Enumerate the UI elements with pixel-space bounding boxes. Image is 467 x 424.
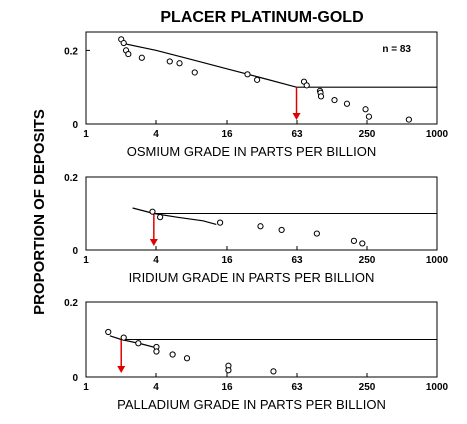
x-tick-label: 63 — [291, 255, 303, 266]
data-point — [343, 100, 351, 107]
x-tick-label: 250 — [359, 129, 376, 140]
data-point — [362, 106, 369, 113]
fit-curve — [132, 207, 217, 225]
data-point — [176, 60, 183, 67]
data-point — [120, 334, 127, 341]
data-point — [169, 351, 176, 358]
fit-curve — [109, 335, 157, 349]
y-tick-label: 0.2 — [64, 173, 78, 184]
data-point — [225, 367, 232, 374]
data-point — [125, 50, 132, 58]
x-tick-label: 1000 — [426, 129, 449, 140]
data-point — [138, 54, 145, 61]
x-tick-label: 1 — [83, 129, 89, 140]
data-point — [216, 219, 224, 226]
x-tick-label: 63 — [291, 129, 303, 140]
data-point — [105, 328, 112, 336]
data-point — [183, 355, 191, 362]
data-point — [135, 340, 142, 347]
data-point — [149, 208, 156, 215]
data-point — [153, 348, 160, 355]
x-tick-label: 16 — [221, 382, 233, 393]
data-point — [270, 368, 277, 375]
y-tick-label: 0 — [72, 246, 78, 257]
figure-title: PLACER PLATINUM-GOLD — [160, 9, 363, 26]
median-marker-arrowhead — [149, 239, 158, 246]
x-tick-label: 4 — [153, 382, 159, 393]
data-point — [313, 230, 320, 237]
data-point — [257, 223, 264, 230]
x-tick-label: 1 — [83, 255, 89, 266]
fit-curve — [121, 42, 437, 88]
x-tick-label: 4 — [153, 129, 159, 140]
chart-panel-3: 1 4 16 63 250 1000 0 0.2 PALLADIUM GRADE IN PART… — [64, 298, 448, 412]
y-tick-label: 0.2 — [64, 46, 78, 57]
median-marker-arrowhead — [292, 113, 301, 120]
x-tick-label: 1000 — [426, 255, 449, 266]
data-point — [254, 76, 261, 83]
median-marker-arrowhead — [117, 366, 126, 373]
x-axis-label: PALLADIUM GRADE IN PARTS PER BILLION — [117, 397, 386, 412]
x-axis-label: OSMIUM GRADE IN PARTS PER BILLION — [127, 144, 376, 159]
chart-panel-2: 1 4 16 63 250 1000 0 0.2 IRIDIUM GRADE IN PARTS … — [64, 173, 448, 285]
data-point — [317, 93, 325, 100]
data-point — [365, 113, 373, 120]
data-point — [303, 82, 310, 89]
data-point — [359, 240, 366, 247]
x-tick-label: 16 — [221, 129, 233, 140]
data-point — [191, 69, 198, 76]
x-tick-label: 250 — [359, 255, 376, 266]
data-point — [331, 96, 338, 104]
x-tick-label: 1 — [83, 382, 89, 393]
y-tick-label: 0 — [72, 373, 78, 384]
y-tick-label: 0 — [72, 120, 78, 131]
chart-panels: 1 4 16 63 250 1000 0 0.2 OSMIUM GRADE IN PARTS P… — [64, 31, 449, 412]
y-tick-label: 0.2 — [64, 298, 78, 309]
plot-frame — [85, 31, 438, 125]
data-point — [157, 214, 164, 221]
chart-panel-1: 1 4 16 63 250 1000 0 0.2 OSMIUM GRADE IN PARTS P… — [64, 31, 449, 159]
x-axis-label: IRIDIUM GRADE IN PARTS PER BILLION — [129, 270, 375, 285]
data-point — [244, 71, 251, 78]
x-tick-label: 1000 — [426, 382, 449, 393]
data-point — [166, 58, 173, 65]
data-point — [350, 237, 358, 244]
data-point — [405, 116, 412, 123]
x-tick-label: 4 — [153, 255, 159, 266]
data-point — [120, 39, 127, 47]
data-point — [278, 226, 285, 234]
x-tick-label: 63 — [291, 382, 303, 393]
x-tick-label: 250 — [359, 382, 376, 393]
sample-size-annotation: n = 83 — [382, 44, 411, 55]
x-tick-label: 16 — [221, 255, 233, 266]
figure-y-axis-label: PROPORTION OF DEPOSITS — [31, 109, 48, 315]
